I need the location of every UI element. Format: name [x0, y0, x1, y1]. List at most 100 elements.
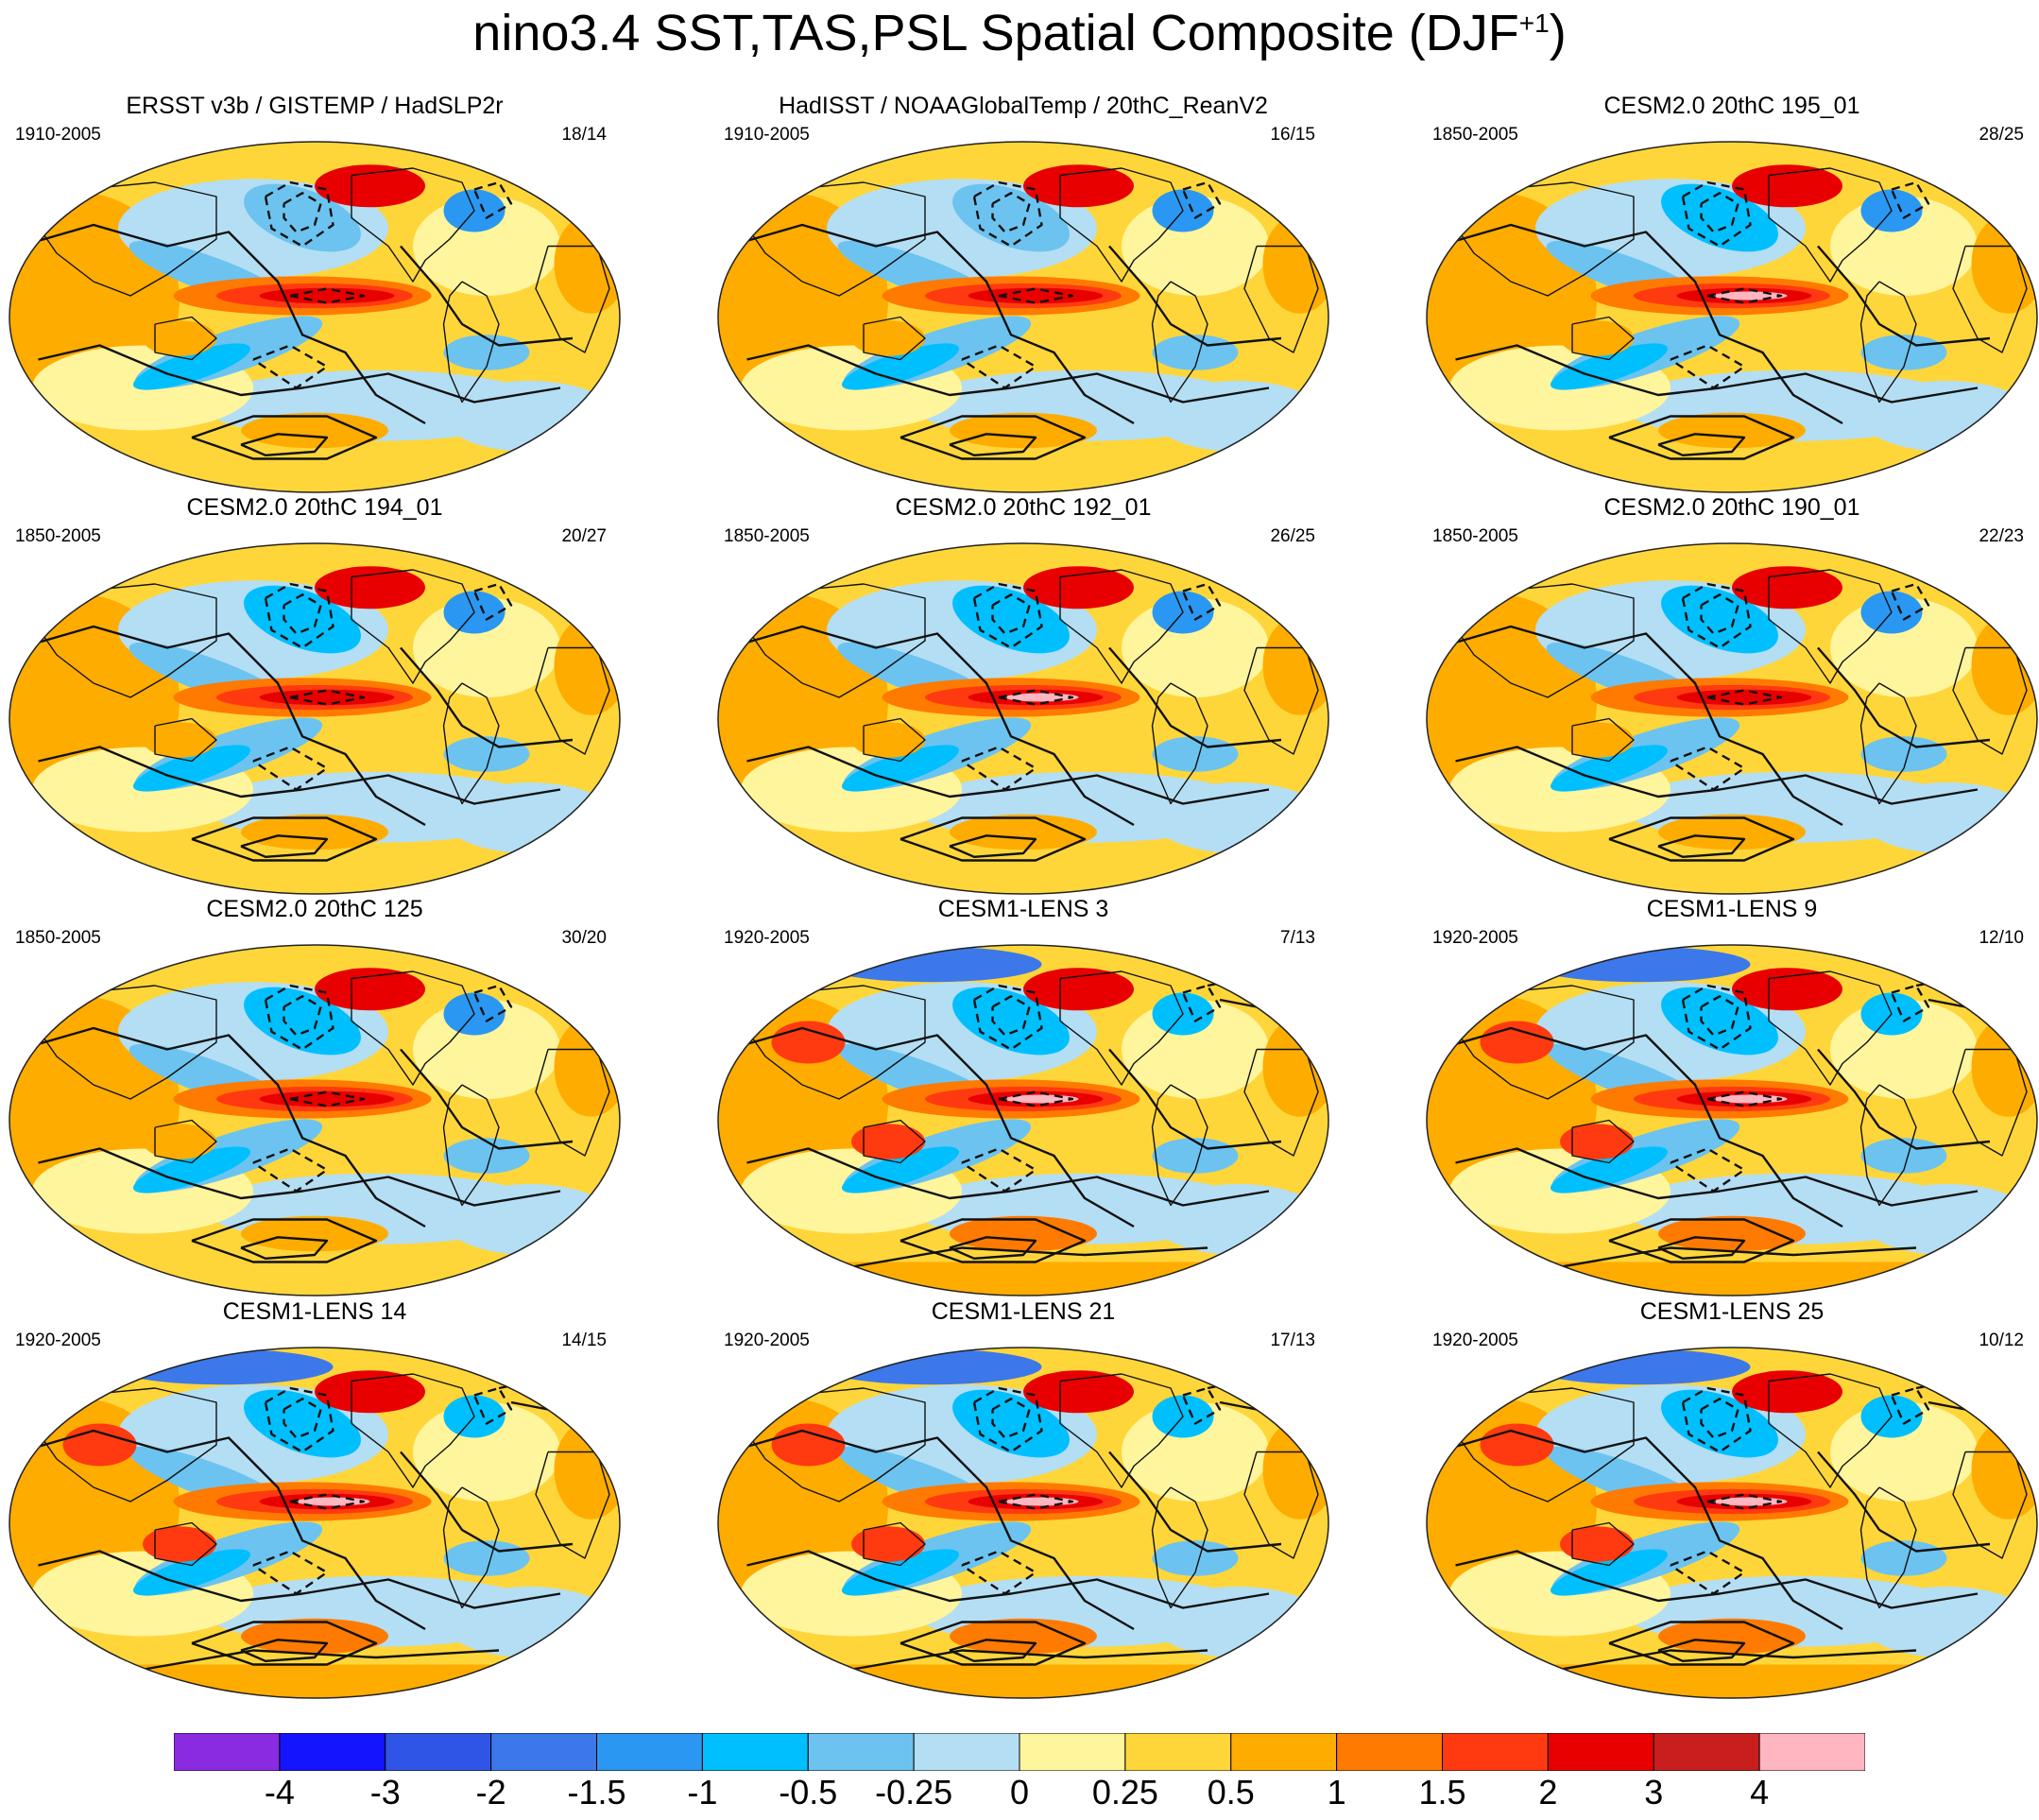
- panel-period: 1920-2005: [724, 1331, 810, 1350]
- slp-positive-contour: [19, 625, 426, 827]
- continent-outline-asia: [1448, 583, 1635, 698]
- slp-positive-contour: [900, 816, 1087, 862]
- colorbar-swatch: [385, 1733, 492, 1771]
- colorbar-swatch: [1124, 1733, 1232, 1771]
- figure-title-text: nino3.4 SST,TAS,PSL Spatial Composite (D…: [472, 5, 1519, 61]
- slp-positive-contour: [1657, 433, 1746, 456]
- continent-outline-australia: [154, 316, 217, 361]
- australia-anomaly: [1560, 722, 1634, 758]
- slp-positive-contour: [19, 1026, 426, 1228]
- nino-tongue-core: [968, 287, 1104, 304]
- cool-anomaly-band: [133, 1549, 250, 1596]
- panel-event-count: 20/27: [561, 526, 607, 546]
- antarctic-anomaly: [718, 1664, 1328, 1698]
- slp-positive-contour: [1817, 245, 1991, 347]
- south-pacific-warm-anomaly: [950, 412, 1097, 449]
- australia-anomaly: [143, 320, 216, 356]
- panel-period: 1920-2005: [1432, 1331, 1518, 1350]
- slp-negative-contour: [972, 582, 1043, 649]
- panel-period: 1910-2005: [15, 125, 101, 145]
- figure-title-close: ): [1549, 5, 1567, 61]
- slp-negative-contour: [289, 1090, 366, 1107]
- colorbar-swatch: [1230, 1733, 1338, 1771]
- continent-outline-south-america: [442, 682, 500, 805]
- continent-outline-north-america: [351, 167, 475, 283]
- alaska-warm-anomaly: [1732, 968, 1842, 1011]
- south-pacific-warm-anomaly: [1658, 814, 1806, 850]
- slp-negative-contour: [1181, 984, 1222, 1022]
- colorbar-tick-label: 1.5: [1418, 1773, 1466, 1811]
- slp-positive-contour: [191, 415, 378, 460]
- global-map: [1426, 944, 2038, 1296]
- continent-outline-north-america: [351, 569, 475, 684]
- slp-positive-contour: [400, 245, 574, 347]
- slp-negative-contour: [472, 180, 513, 219]
- panel-title: CESM1-LENS 3: [937, 896, 1109, 922]
- slp-positive-contour: [240, 1639, 329, 1662]
- slp-negative-contour: [289, 689, 366, 706]
- panel-title: CESM2.0 20thC 194_01: [186, 494, 443, 521]
- panel-title: CESM2.0 20thC 125: [206, 896, 423, 922]
- south-pacific-warm-anomaly: [950, 1215, 1097, 1252]
- panel-period: 1850-2005: [724, 526, 810, 546]
- continent-outline-south-america: [1151, 281, 1208, 403]
- colorbar-tick-label: 4: [1750, 1773, 1770, 1811]
- continent-outline-south-america: [1151, 1084, 1208, 1207]
- panel-event-count: 12/10: [1979, 928, 2024, 948]
- colorbar-swatch: [174, 1733, 281, 1771]
- arctic-anomaly: [820, 946, 1042, 983]
- nino-tongue-core: [1676, 689, 1812, 706]
- slp-negative-contour: [998, 1090, 1074, 1107]
- continent-outline-asia: [1448, 181, 1635, 297]
- colorbar-swatch: [279, 1733, 386, 1771]
- colorbar-swatch: [596, 1733, 703, 1771]
- global-map: [1426, 141, 2038, 493]
- continent-outline-asia: [740, 985, 926, 1100]
- slp-positive-contour: [19, 223, 426, 425]
- australia-anomaly: [143, 722, 216, 758]
- global-map: [717, 944, 1329, 1296]
- map-border: [717, 1347, 1329, 1699]
- panel-title: CESM1-LENS 9: [1646, 896, 1818, 922]
- map-border: [1426, 141, 2038, 493]
- eurasia-warm-anomaly: [771, 1021, 846, 1064]
- map-field: [9, 945, 620, 1296]
- slp-positive-contour: [1608, 816, 1795, 862]
- slp-positive-contour: [1436, 1026, 1843, 1228]
- panel-period: 1850-2005: [15, 526, 101, 546]
- colorbar-swatch: [807, 1733, 915, 1771]
- slp-positive-contour: [1547, 1246, 1917, 1271]
- global-map: [717, 141, 1329, 493]
- map-field: [718, 142, 1328, 492]
- colorbar-swatch: [1019, 1733, 1126, 1771]
- slp-positive-contour: [1608, 415, 1795, 460]
- continent-outline-north-america: [1059, 569, 1184, 684]
- colorbar-swatch: [1336, 1733, 1444, 1771]
- global-map: [9, 542, 621, 895]
- map-panel: CESM1-LENS 3 1920-2005 7/13: [716, 896, 1330, 1297]
- map-border: [9, 141, 621, 493]
- alaska-warm-anomaly: [1732, 164, 1842, 208]
- continent-outline-south-america: [1859, 682, 1917, 805]
- continent-outline-south-america: [442, 1084, 500, 1207]
- global-map: [717, 542, 1329, 895]
- slp-negative-contour: [991, 593, 1031, 635]
- australia-anomaly: [851, 320, 925, 356]
- slp-negative-contour: [998, 1493, 1074, 1510]
- panel-event-count: 14/15: [561, 1331, 607, 1350]
- slp-negative-contour: [1890, 180, 1930, 219]
- colorbar-tick-label: -3: [369, 1773, 401, 1811]
- continent-outline-asia: [31, 583, 217, 698]
- slp-negative-contour: [991, 1398, 1031, 1439]
- colorbar-swatch: [490, 1733, 598, 1771]
- continent-outline-asia: [31, 181, 217, 297]
- cool-anomaly-band: [842, 745, 959, 792]
- map-border: [1426, 944, 2038, 1296]
- continent-outline-asia: [31, 985, 217, 1100]
- alaska-warm-anomaly: [315, 566, 425, 610]
- map-panel: CESM2.0 20thC 190_01 1850-2005 22/23: [1425, 494, 2039, 896]
- map-border: [9, 1347, 621, 1699]
- panel-title: CESM1-LENS 25: [1639, 1298, 1825, 1325]
- continent-outline-north-america: [1059, 1373, 1184, 1488]
- cool-anomaly-band: [1551, 1549, 1668, 1596]
